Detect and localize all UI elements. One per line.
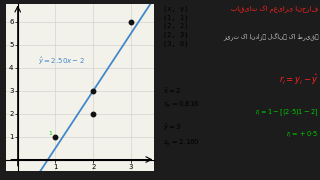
Text: $r_i = y_i - \hat{y}$: $r_i = y_i - \hat{y}$ (278, 72, 318, 87)
Text: $\bar{x} = 2$
$s_x = 0.816$

$\bar{y} = 3$
$s_y = 2.160$: $\bar{x} = 2$ $s_x = 0.816$ $\bar{y} = 3… (163, 86, 200, 148)
Text: باقیات کا معیاری انحراف: باقیات کا معیاری انحراف (231, 5, 318, 13)
Text: زیرت کا اندازہ لگانے کا طریقہ: زیرت کا اندازہ لگانے کا طریقہ (223, 32, 318, 40)
Text: $r_i = +0{\cdot}5$: $r_i = +0{\cdot}5$ (286, 130, 318, 140)
Text: $\hat{y} = 2.50x - 2$: $\hat{y} = 2.50x - 2$ (38, 56, 85, 67)
Text: $r_i = 1 - [(2{\cdot}5)1 - 2]$: $r_i = 1 - [(2{\cdot}5)1 - 2]$ (255, 108, 318, 118)
Text: 1: 1 (49, 131, 52, 136)
Text: (x, y)
(1, 1)
(2, 2)
(2, 3)
(3, 6): (x, y) (1, 1) (2, 2) (2, 3) (3, 6) (163, 5, 188, 47)
